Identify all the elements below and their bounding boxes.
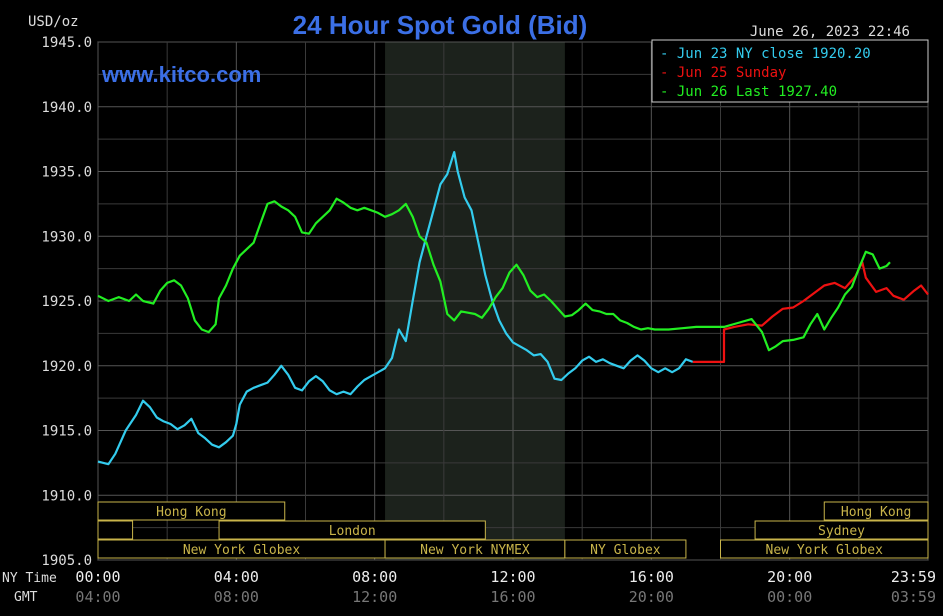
session-label: New York Globex (183, 543, 301, 558)
x-tick-label-ny: 23:59 (891, 568, 936, 586)
axes-layer: 1945.0 1940.0 1935.0 1930.0 1925.0 1920.0 1915… (2, 35, 936, 606)
gmt-row-label: GMT (14, 590, 38, 605)
y-tick-label: 1915.0 (41, 424, 92, 440)
legend-entry: - Jun 26 Last 1927.40 (660, 84, 837, 100)
sessions-layer: Hong Kong London New York Globex New York N… (97, 501, 929, 559)
x-tick-label-ny: 12:00 (490, 568, 535, 586)
x-tick-label-ny: 20:00 (767, 568, 812, 586)
session-box (823, 501, 929, 521)
session-box (564, 539, 687, 559)
x-tick-label-gmt: 12:00 (352, 588, 397, 606)
session-label: London (329, 524, 376, 539)
y-tick-label: 1940.0 (41, 100, 92, 116)
y-tick-label: 1945.0 (41, 35, 92, 51)
y-tick-label: 1935.0 (41, 165, 92, 181)
chart-title: 24 Hour Spot Gold (Bid) (293, 10, 588, 40)
session-bar: Hong Kong (97, 501, 286, 521)
session-label: New York NYMEX (420, 543, 530, 558)
x-tick-label-ny: 04:00 (214, 568, 259, 586)
x-tick-label-gmt: 04:00 (75, 588, 120, 606)
x-tick-label-gmt: 03:59 (891, 588, 936, 606)
x-tick-label-gmt: 00:00 (767, 588, 812, 606)
legend-entry: - Jun 25 Sunday (660, 65, 786, 81)
session-bar: Hong Kong (823, 501, 929, 521)
session-bar: NY Globex (564, 539, 687, 559)
session-box (720, 539, 929, 559)
session-label: Hong Kong (841, 505, 911, 520)
session-label: NY Globex (590, 543, 661, 558)
series-layer (97, 151, 929, 466)
legend-box (651, 39, 929, 103)
y-tick-label: 1910.0 (41, 488, 92, 504)
y-tick-label: 1930.0 (41, 229, 92, 245)
session-label: New York Globex (766, 543, 884, 558)
x-tick-label-ny: 00:00 (75, 568, 120, 586)
session-bar: New York NYMEX (384, 539, 566, 559)
session-bar (97, 520, 134, 540)
unit-label: USD/oz (28, 14, 79, 30)
ny-time-row-label: NY Time (2, 571, 57, 586)
x-tick-label-gmt: 20:00 (629, 588, 674, 606)
timestamp: June 26, 2023 22:46 (750, 24, 910, 40)
session-bar: London (218, 520, 486, 540)
series-line-3 (97, 197, 891, 352)
session-label: Hong Kong (156, 505, 226, 520)
y-tick-label: 1905.0 (41, 553, 92, 569)
session-bar: New York Globex (97, 539, 386, 559)
session-label: Sydney (818, 524, 865, 539)
x-tick-label-gmt: 16:00 (490, 588, 535, 606)
legend-entry: - Jun 23 NY close 1920.20 (660, 46, 871, 62)
series-line-1 (97, 151, 694, 466)
y-tick-label: 1920.0 (41, 359, 92, 375)
y-tick-label: 1925.0 (41, 294, 92, 310)
x-tick-label-ny: 08:00 (352, 568, 397, 586)
session-bar: New York Globex (720, 539, 929, 559)
site-url: www.kitco.com (101, 62, 261, 87)
legend: - Jun 23 NY close 1920.20 - Jun 25 Sunday… (651, 39, 929, 103)
x-tick-label-ny: 16:00 (629, 568, 674, 586)
session-bar: Sydney (754, 520, 929, 540)
session-box (97, 520, 134, 540)
session-box (97, 501, 286, 521)
x-tick-label-gmt: 08:00 (214, 588, 259, 606)
session-box (754, 520, 929, 540)
series-line-2 (692, 261, 929, 363)
session-box (218, 520, 486, 540)
